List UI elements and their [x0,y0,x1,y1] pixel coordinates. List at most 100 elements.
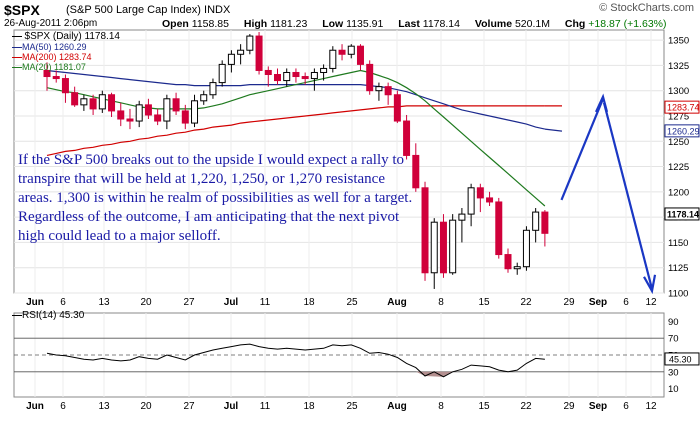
price-y-tick: 1275 [668,111,689,122]
ma20-line [46,69,546,207]
symbol[interactable]: $SPX [4,2,40,18]
low-label: Low [322,18,344,30]
price-x-tick: 15 [478,297,490,308]
candle-body [264,69,272,76]
candle-body [384,86,392,96]
rsi-x-tick: Sep [589,401,607,412]
rsi-x-tick: 13 [98,401,110,412]
price-y-tick: 1100 [668,289,688,300]
candle-body [144,104,152,116]
candle-body [403,120,411,156]
legend-ma50: MA(50) 1260.29 [12,42,120,52]
candle-body [338,49,346,55]
price-y-tick: 1250 [668,137,689,148]
candle-body [513,266,521,270]
candle-body [476,187,484,199]
projection-up-arrow [560,98,605,201]
price-tag [664,100,700,114]
price-x-tick: 6 [623,297,629,308]
candle-body [71,92,79,106]
rsi-y-tick: 70 [668,334,679,345]
price-y-tick: 1350 [668,36,689,47]
rsi-x-tick: 25 [346,401,358,412]
price-panel [13,29,665,294]
rsi-x-tick: 8 [438,401,444,412]
rsi-x-tick: 20 [140,401,152,412]
candle-body [375,86,383,92]
candle-body [108,94,116,112]
rsi-line [46,343,545,378]
rsi-x-tick: 15 [478,401,490,412]
legend-ma200: MA(200) 1283.74 [12,52,120,62]
candle-body [191,100,199,124]
price-y-tick: 1225 [668,162,689,173]
rsi-x-tick: 18 [303,401,315,412]
price-x-tick: 11 [260,297,271,308]
chart-header: $SPX (S&P 500 Large Cap Index) INDX © St… [0,0,700,38]
candle-body [154,114,162,122]
candle-body [458,213,466,221]
rsi-y-tick: 10 [668,384,679,395]
candle-body [421,187,429,274]
legend-price-label: $SPX (Daily) 1178.14 [24,31,120,42]
rsi-x-tick: 29 [563,401,575,412]
price-tag [664,207,700,221]
candle-body [237,49,245,55]
volume-label: Volume [474,18,513,30]
chg-value: +18.87 (+1.63%) [588,18,667,30]
rsi-tag-label: 45.30 [669,354,692,364]
price-x-tick: 20 [140,297,152,308]
rsi-x-tick: 6 [60,401,66,412]
price-x-tick: 25 [346,297,358,308]
price-x-tick: 22 [520,297,532,308]
candle-body [135,104,143,122]
rsi-legend-icon [12,314,22,316]
candle-body [329,49,337,69]
ma200-line [46,105,545,156]
price-x-tick: 18 [303,297,315,308]
rsi-x-tick: 12 [645,401,657,412]
candle-body [227,53,235,65]
rsi-x-tick: 6 [623,401,629,412]
candle-body [310,71,318,80]
candle-body [89,98,97,110]
candle-body [283,71,291,82]
price-y-tick: 1325 [668,61,689,72]
open-value: 1158.85 [191,18,229,30]
rsi-x-tick: Aug [387,401,406,412]
rsi-x-tick: 27 [183,401,195,412]
rsi-y-tick: 90 [668,317,679,328]
legend-ma200-icon [12,57,22,59]
chart-legend: $SPX (Daily) 1178.14 MA(50) 1260.29 MA(2… [12,31,120,72]
candle-body [393,94,401,122]
price-x-tick: 6 [60,297,66,308]
high-value: 1181.23 [270,18,308,30]
candle-body [246,35,254,51]
legend-ma50-label: MA(50) 1260.29 [22,42,87,52]
price-x-tick: 29 [563,297,575,308]
symbol-description: (S&P 500 Large Cap Index) INDX [66,4,230,16]
candle-body [495,201,503,256]
price-tag-label: 1260.29 [667,126,700,136]
price-y-tick: 1125 [668,263,688,274]
candle-body [172,98,180,112]
rsi-x-tick: 11 [260,401,271,412]
quote-datetime: 26-Aug-2011 2:06pm [4,18,98,29]
stockcharts-credit[interactable]: © StockCharts.com [599,2,694,14]
candle-body [218,63,226,84]
low-value: 1135.91 [346,18,384,30]
rsi-x-tick: 22 [520,401,532,412]
rsi-x-tick: Jun [26,401,44,412]
last-label: Last [398,18,420,30]
candle-body [163,98,171,122]
annotation-text: If the S&P 500 breaks out to the upside … [18,152,413,244]
rsi-tag [664,352,700,366]
price-tag-label: 1283.74 [667,103,700,113]
price-x-tick: Aug [387,297,406,308]
candle-body [80,98,88,106]
projection-down-arrow [602,102,654,290]
price-y-tick: 1200 [668,187,689,198]
exchange: INDX [204,4,231,16]
candle-body [52,76,60,80]
